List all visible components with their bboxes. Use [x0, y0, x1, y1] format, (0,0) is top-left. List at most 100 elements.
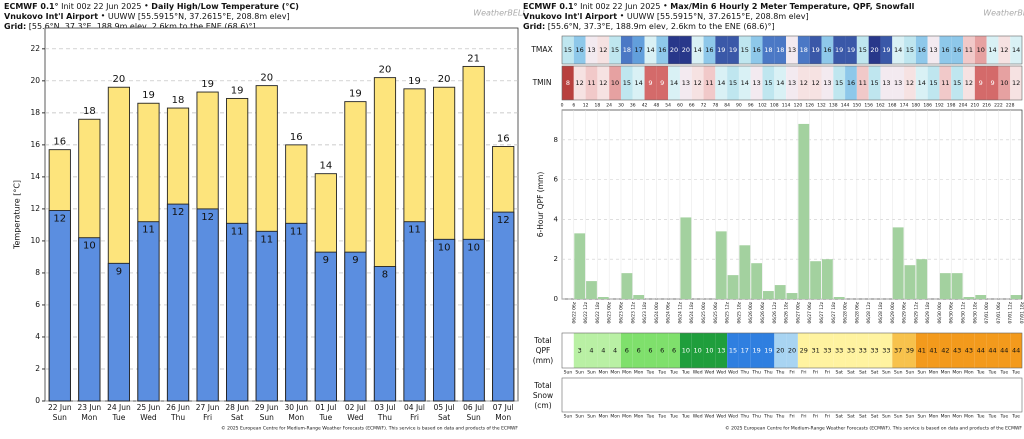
- temp-label: 14: [894, 46, 902, 54]
- day-label: Sun: [906, 370, 915, 376]
- temp-label: 16: [576, 46, 584, 54]
- day-label: Tue: [999, 414, 1008, 420]
- header-line: ECMWF 0.1° Init 00z 22 Jun 2025 • Max/Mi…: [523, 2, 915, 11]
- temp-label: 16: [658, 46, 666, 54]
- date-label: 06/26 12z: [772, 301, 778, 323]
- row-label: QPF: [536, 346, 551, 355]
- day-label: Fri: [813, 414, 818, 420]
- low-label: 12: [53, 213, 66, 224]
- day-label: Sat: [847, 370, 855, 376]
- x-tick-label: Sun: [53, 413, 68, 422]
- qpf-bar: [905, 265, 916, 299]
- date-label: 06/27 00z: [795, 301, 801, 323]
- temp-label: 10: [1000, 79, 1008, 87]
- day-label: Wed: [693, 370, 703, 376]
- day-label: Mon: [929, 414, 939, 420]
- low-bar: [315, 252, 336, 401]
- total-qpf-label: 10: [705, 347, 713, 355]
- y-tick-label: 6: [554, 176, 559, 184]
- total-qpf-label: 6: [648, 347, 652, 355]
- x-tick-label: 26 Jun: [166, 403, 190, 412]
- date-label: 06/27 12z: [819, 301, 825, 323]
- temp-label: 19: [729, 46, 737, 54]
- temp-label: 16: [752, 46, 760, 54]
- high-label: 14: [319, 161, 332, 172]
- day-label: Sun: [575, 414, 584, 420]
- day-label: Tue: [646, 370, 655, 376]
- day-label: Fri: [789, 414, 794, 420]
- qpf-bar: [763, 291, 774, 299]
- day-label: Sun: [917, 370, 926, 376]
- y-tick-label: 0: [35, 396, 40, 405]
- qpf-bar: [964, 297, 975, 299]
- x-tick-label: Tue: [112, 413, 126, 422]
- date-label: 06/26 00z: [748, 301, 754, 323]
- day-label: Tue: [669, 414, 678, 420]
- low-label: 9: [323, 255, 329, 266]
- high-label: 16: [290, 132, 303, 143]
- day-label: Tue: [681, 370, 690, 376]
- day-label: Tue: [669, 370, 678, 376]
- low-label: 12: [497, 215, 510, 226]
- x-tick-label: Wed: [347, 413, 364, 422]
- temp-label: 17: [635, 46, 643, 54]
- low-bar: [79, 238, 100, 401]
- high-label: 16: [497, 133, 510, 144]
- date-label: 07/01 18z: [1020, 301, 1024, 323]
- hour-label: 180: [912, 103, 921, 109]
- x-tick-label: Sun: [260, 413, 275, 422]
- temp-label: 16: [823, 46, 831, 54]
- init: Init 00z 22 Jun 2025: [61, 2, 141, 11]
- day-label: Sun: [587, 414, 596, 420]
- day-label: Tue: [1011, 414, 1020, 420]
- y-axis-label: Temperature [°C]: [13, 180, 22, 250]
- row-label: (mm): [533, 356, 554, 365]
- x-tick-label: 03 Jul: [374, 403, 395, 412]
- high-label: 16: [53, 137, 66, 148]
- temp-label: 20: [670, 46, 678, 54]
- temp-label: 12: [599, 46, 607, 54]
- temp-label: 13: [788, 46, 796, 54]
- temp-label: 9: [990, 79, 994, 87]
- hour-label: 132: [817, 103, 826, 109]
- temp-label: 14: [635, 79, 643, 87]
- low-label: 12: [201, 212, 214, 223]
- date-label: 06/25 00z: [701, 301, 707, 323]
- hour-label: 12: [583, 103, 589, 109]
- row-label: (cm): [534, 401, 551, 410]
- row-label: Total: [533, 336, 552, 345]
- date-label: 07/01 06z: [996, 301, 1002, 323]
- y-tick-label: 8: [35, 268, 40, 277]
- temp-label: 15: [906, 46, 914, 54]
- date-label: 06/23 06z: [618, 301, 624, 323]
- temp-label: 18: [776, 46, 784, 54]
- total-qpf-label: 43: [965, 347, 973, 355]
- x-tick-label: 25 Jun: [137, 403, 161, 412]
- temp-label: 16: [941, 46, 949, 54]
- hour-label: 162: [876, 103, 885, 109]
- y-tick-label: 20: [30, 76, 40, 85]
- day-label: Fri: [801, 414, 806, 420]
- day-label: Tue: [976, 370, 985, 376]
- y-tick-label: 12: [30, 204, 40, 213]
- total-qpf-label: 44: [1012, 347, 1020, 355]
- x-tick-label: 01 Jul: [315, 403, 336, 412]
- qpf-bar: [916, 259, 927, 299]
- day-label: Wed: [705, 414, 715, 420]
- logo: WeatherBELL: [473, 9, 527, 18]
- day-label: Sun: [882, 370, 891, 376]
- y-tick-label: 16: [30, 140, 40, 149]
- day-label: Wed: [728, 414, 738, 420]
- hour-label: 198: [947, 103, 956, 109]
- qpf-bar: [834, 297, 845, 299]
- temp-label: 14: [1012, 46, 1020, 54]
- hour-label: 102: [758, 103, 767, 109]
- qpf-bar: [975, 295, 986, 299]
- hour-label: 150: [853, 103, 862, 109]
- grid-label: Grid:: [4, 22, 26, 31]
- day-label: Thu: [775, 370, 785, 376]
- date-label: 06/25 06z: [713, 301, 719, 323]
- footer: © 2025 European Centre for Medium-Range …: [725, 425, 1022, 432]
- qpf-bar: [716, 231, 727, 299]
